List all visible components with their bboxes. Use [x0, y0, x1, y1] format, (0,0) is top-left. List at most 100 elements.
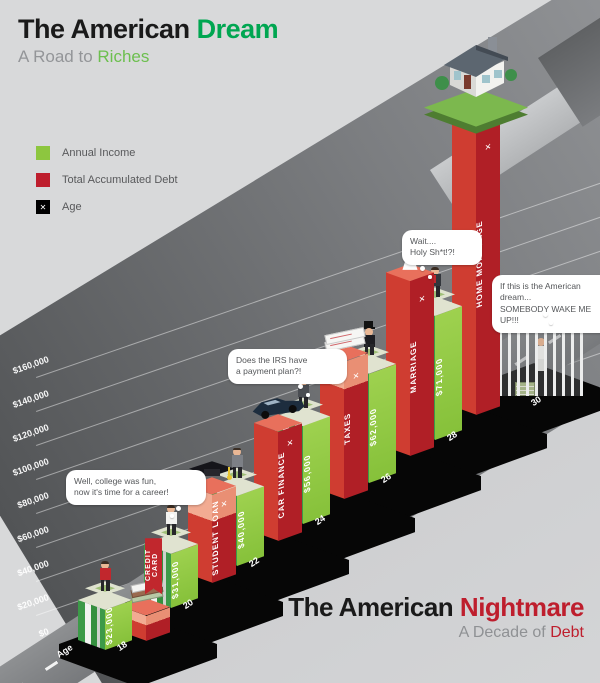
person-head: [431, 267, 439, 276]
speech-bubble-tail-dot: [298, 384, 303, 389]
subtitle-gray-part: A Road to: [18, 47, 93, 66]
income-bar-label: $40,000: [236, 508, 246, 551]
person-leg-left: [100, 580, 104, 592]
person-torso: [165, 512, 177, 525]
speech-bubble-line: Wait....: [410, 236, 437, 246]
bar-right-face: $62,000: [368, 363, 396, 483]
top-hat: [364, 321, 373, 328]
footer-sub-red-part: Debt: [550, 624, 584, 641]
speech-bubble-tail-dot: [170, 514, 174, 518]
person-figure: [96, 561, 114, 592]
footer-sub-gray-part: A Decade of: [458, 624, 546, 641]
legend-item-debt: Total Accumulated Debt: [36, 173, 178, 187]
legend-item-income: Annual Income: [36, 146, 178, 160]
person-leg-left: [232, 466, 236, 478]
person-figure: [360, 321, 378, 356]
x-glyph: ✕: [39, 202, 47, 212]
legend-item-age: ✕ Age: [36, 200, 178, 214]
speech-bubble-tail-dot: [543, 312, 548, 317]
header: The American Dream A Road to Riches: [18, 14, 279, 67]
person-leg-right: [106, 580, 110, 592]
footer-subtitle: A Decade of Debt: [288, 624, 584, 642]
title-green-part: Dream: [196, 14, 279, 44]
title-black-part: The American: [18, 14, 190, 44]
person-leg-right: [370, 344, 374, 356]
person-figure: [162, 505, 180, 536]
person-torso: [231, 454, 243, 467]
debt-bar-label: CREDIT CARD: [145, 548, 159, 581]
income-color-swatch: [36, 146, 50, 160]
legend-income-label: Annual Income: [62, 147, 136, 159]
person-hair: [233, 447, 241, 451]
bar-right-face: $31,000: [170, 544, 198, 609]
page-title: The American Dream: [18, 14, 279, 45]
bar-right-face: TAXES ✕: [343, 352, 368, 499]
credit-card-flag: CREDIT CARD: [145, 538, 162, 595]
person-leg-right: [436, 286, 440, 298]
person-torso: [363, 335, 375, 348]
legend: Annual Income Total Accumulated Debt ✕ A…: [36, 146, 178, 227]
bar-right-face: MARRIAGE ✕: [409, 272, 434, 457]
subtitle-green-part: Riches: [97, 47, 150, 66]
bar-right-face: CAR FINANCE ✕: [277, 422, 302, 541]
speech-bubble-line: now it's time for a career!: [74, 487, 169, 498]
speech-bubble-line: If this is the American dream...: [500, 281, 581, 303]
income-bar-label: $62,000: [368, 405, 378, 448]
footer-black-part: The American: [288, 592, 454, 622]
person-leg-right: [238, 466, 242, 478]
person-torso: [99, 568, 111, 581]
bar-right-face: STUDENT LOAN ✕: [211, 485, 236, 583]
income-bar-label: $23,000: [104, 605, 114, 647]
speech-bubble-line: a payment plan?!: [236, 366, 302, 377]
person-head: [365, 328, 373, 337]
speech-bubble-tail-dot: [176, 506, 181, 511]
graduation-cap-tassel: [228, 467, 230, 477]
tax-doc-mark: [330, 333, 352, 340]
bar-right-face: $56,000: [302, 416, 330, 525]
person-leg-right: [172, 524, 176, 536]
dollar-bill-center: [161, 528, 181, 536]
person-hair: [101, 561, 109, 564]
debt-color-swatch: [36, 173, 50, 187]
age-marker-icon: ✕: [36, 200, 50, 214]
speech-bubble-tail-dot: [420, 266, 425, 271]
person-figure: [228, 447, 246, 478]
bar-right-face: $71,000: [434, 306, 462, 441]
page-subtitle: A Road to Riches: [18, 47, 278, 67]
speech-bubble-tail-dot: [549, 321, 553, 325]
speech-bubble-age-28: Wait.... Holy Sh*t!?!: [402, 230, 482, 265]
person-leg-left: [364, 344, 368, 356]
person-head: [233, 447, 241, 456]
speech-bubble-line: Well, college was fun,: [74, 476, 157, 486]
speech-bubble-age-24: Does the IRS have a payment plan?!: [228, 349, 347, 384]
dollar-bill-center: [227, 471, 247, 479]
graduation-cap-crown: [204, 469, 220, 477]
person-leg-right: [304, 396, 308, 408]
speech-bubble-tail-dot: [306, 393, 310, 397]
footer-red-part: Nightmare: [459, 592, 585, 622]
house: [434, 25, 518, 101]
legend-age-label: Age: [62, 201, 82, 213]
dollar-bill-center: [425, 290, 445, 298]
dollar-bill-center: [95, 584, 115, 592]
red-tie: [434, 275, 436, 284]
bar-right-face: $40,000: [236, 486, 264, 567]
income-bar-label: $71,000: [434, 355, 444, 398]
person-hair: [431, 267, 439, 270]
person-torso: [297, 384, 309, 397]
speech-bubble-age-20: Well, college was fun, now it's time for …: [66, 470, 206, 505]
income-bar-label: $31,000: [170, 558, 180, 601]
bar-top-face: [78, 590, 132, 610]
speech-bubble-line: SOMEBODY WAKE ME UP!!!: [500, 303, 592, 326]
footer: The American Nightmare A Decade of Debt: [288, 592, 584, 642]
speech-bubble-line: Does the IRS have: [236, 355, 308, 365]
legend-debt-label: Total Accumulated Debt: [62, 174, 178, 186]
speech-bubble-age-30: If this is the American dream... SOMEBODY…: [492, 275, 600, 333]
graduation-cap-tassel-end: [226, 475, 232, 481]
person-head: [101, 561, 109, 570]
speech-bubble-tail-dot: [428, 275, 432, 279]
footer-title: The American Nightmare: [288, 592, 584, 623]
y-axis-tick: $20,000: [16, 592, 51, 613]
